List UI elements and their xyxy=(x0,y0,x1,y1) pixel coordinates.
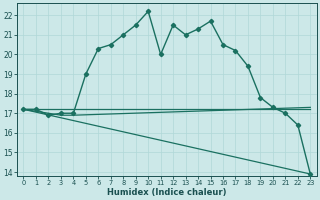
X-axis label: Humidex (Indice chaleur): Humidex (Indice chaleur) xyxy=(107,188,227,197)
